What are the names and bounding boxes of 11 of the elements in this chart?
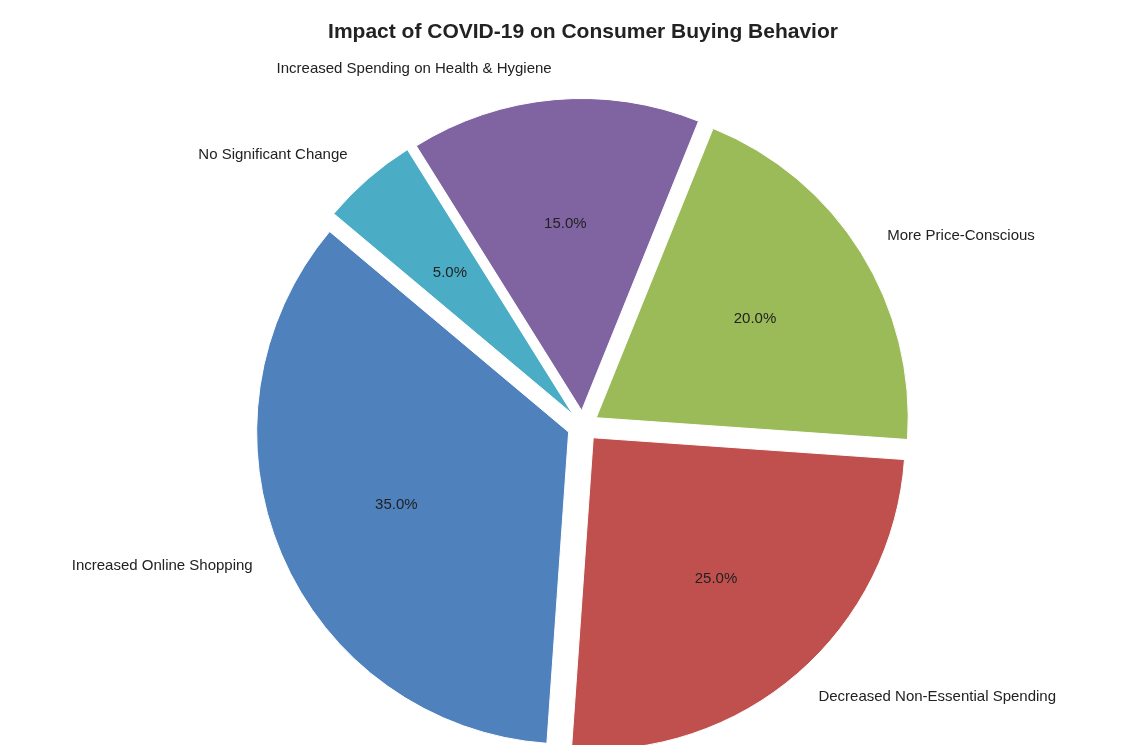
slice-label: Increased Spending on Health & Hygiene	[276, 58, 552, 76]
data-label: 25.0%	[694, 569, 738, 587]
data-label: 35.0%	[375, 495, 418, 513]
slice-label: Increased Online Shopping	[71, 556, 253, 574]
data-label: 20.0%	[733, 308, 777, 326]
slice-label: Decreased Non-Essential Spending	[818, 686, 1057, 704]
chart-title: Impact of COVID-19 on Consumer Buying Behavior	[328, 19, 838, 42]
data-label: 15.0%	[544, 213, 587, 231]
slice-label: More Price-Conscious	[887, 225, 1035, 243]
slice-label: No Significant Change	[198, 145, 348, 163]
data-label: 5.0%	[432, 262, 468, 280]
